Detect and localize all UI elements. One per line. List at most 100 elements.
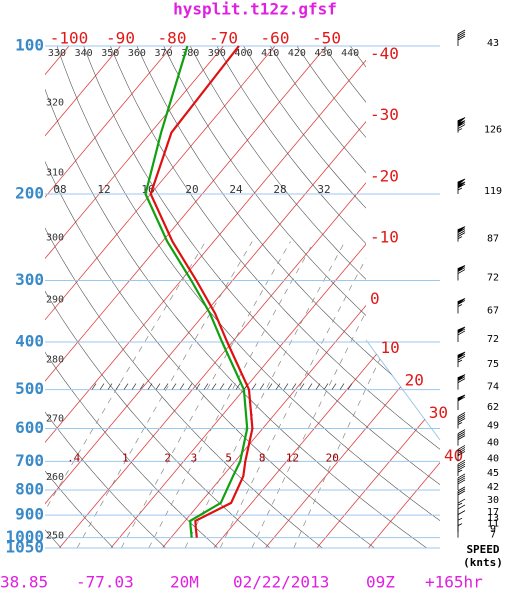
isotherm: [265, 46, 440, 548]
theta-label: 360: [128, 48, 146, 59]
dry-adiabat: [45, 46, 427, 548]
wind-speed: 74: [487, 382, 499, 393]
level-slash: [315, 383, 321, 390]
isotherm: [316, 46, 440, 548]
pressure-label: 500: [15, 379, 44, 398]
sounding-line: [144, 45, 249, 538]
level-slash: [251, 383, 257, 390]
wind-speed: 13: [487, 513, 499, 524]
mixing-ratio-label: 2: [164, 451, 171, 464]
wind-speed: 72: [487, 334, 499, 345]
wind-barb: [457, 445, 466, 462]
temperature-label: -30: [370, 105, 399, 124]
level-slash: [291, 383, 297, 390]
wind-barb: [457, 265, 466, 281]
wind-speed: 40: [487, 453, 499, 464]
level-slash: [211, 383, 217, 390]
level-slash: [179, 383, 185, 390]
wind-speed: 7: [490, 530, 496, 541]
wind-barb: [457, 523, 463, 538]
theta-label: 380: [181, 48, 199, 59]
temperature-label: -100: [50, 29, 89, 48]
mixing-ratio-line: [293, 241, 438, 548]
level-slash: [299, 383, 305, 390]
isotherm: [368, 46, 440, 548]
moist-adiabat-label: 28: [273, 183, 286, 196]
isotherm: [45, 46, 327, 548]
theta-label: 400: [235, 48, 253, 59]
wind-barb: [457, 226, 466, 242]
wind-barb: [457, 117, 466, 133]
temperature-label: 0: [370, 289, 380, 308]
level-slash: [307, 383, 313, 390]
theta-label: 310: [46, 168, 64, 179]
dry-adiabat: [45, 46, 114, 548]
pressure-label: 400: [15, 331, 44, 350]
wind-barb: [457, 326, 466, 342]
temperature-label: -40: [370, 44, 399, 63]
moist-adiabat-label: 24: [229, 183, 243, 196]
mixing-ratio-label: 12: [286, 451, 299, 464]
wind-speed: 42: [487, 482, 499, 493]
moist-adiabat-label: 12: [97, 183, 110, 196]
footer-text: 02/22/2013: [233, 573, 329, 592]
level-slash: [227, 383, 233, 390]
level-slash: [171, 383, 177, 390]
wind-speed: 72: [487, 273, 499, 284]
pressure-label: 600: [15, 418, 44, 437]
wind-speed: 67: [487, 305, 499, 316]
level-slash: [339, 383, 345, 390]
level-slash: [99, 383, 105, 390]
theta-label: 440: [341, 48, 359, 59]
level-slash: [91, 383, 97, 390]
theta-label: 410: [261, 48, 279, 59]
level-slash: [203, 383, 209, 390]
dry-adiabat: [163, 46, 440, 548]
theta-label: 250: [46, 530, 64, 541]
wind-title: SPEED: [466, 543, 499, 556]
level-slash: [235, 383, 241, 390]
dry-adiabat: [45, 46, 219, 548]
pressure-label: 100: [15, 36, 44, 55]
theta-label: 270: [46, 414, 64, 425]
level-slash: [259, 383, 265, 390]
level-slash: [331, 383, 337, 390]
temperature-label: -60: [261, 29, 290, 48]
isotherm: [45, 46, 379, 548]
level-slash: [115, 383, 121, 390]
mixing-ratio-label: 20: [326, 451, 339, 464]
dry-adiabat: [83, 46, 440, 548]
mixing-ratio-label: .4: [67, 451, 81, 464]
wind-speed: 75: [487, 359, 499, 370]
mixing-ratio-label: 1: [122, 451, 129, 464]
theta-label: 280: [46, 355, 64, 366]
mixing-ratio-line: [148, 241, 315, 548]
theta-label: 290: [46, 295, 64, 306]
wind-barb: [457, 394, 466, 410]
theta-label: 300: [46, 233, 64, 244]
theta-label: 370: [155, 48, 173, 59]
wind-barb: [457, 429, 466, 446]
moist-adiabat-label: 08: [53, 183, 66, 196]
wind-barb: [457, 178, 466, 194]
isotherm: [45, 46, 224, 548]
wind-speed: 43: [487, 38, 499, 49]
wind-barb: [457, 29, 466, 46]
footer-text: 38.85: [0, 573, 48, 592]
theta-label: 390: [208, 48, 226, 59]
wind-speed: 11: [487, 519, 499, 530]
temperature-label: -10: [370, 228, 399, 247]
wind-speed: 9: [490, 524, 496, 535]
theta-label: 430: [314, 48, 332, 59]
dry-adiabat: [189, 46, 440, 548]
temperature-label: -90: [106, 29, 135, 48]
mixing-ratio-line: [121, 241, 291, 548]
temperature-label: 30: [429, 403, 448, 422]
pressure-label: 700: [15, 451, 44, 470]
isotherm: [45, 46, 173, 548]
level-slash: [275, 383, 281, 390]
wind-barb: [457, 298, 466, 314]
wind-speed: 40: [487, 438, 499, 449]
sounding-line: [149, 45, 254, 538]
level-slash: [155, 383, 161, 390]
